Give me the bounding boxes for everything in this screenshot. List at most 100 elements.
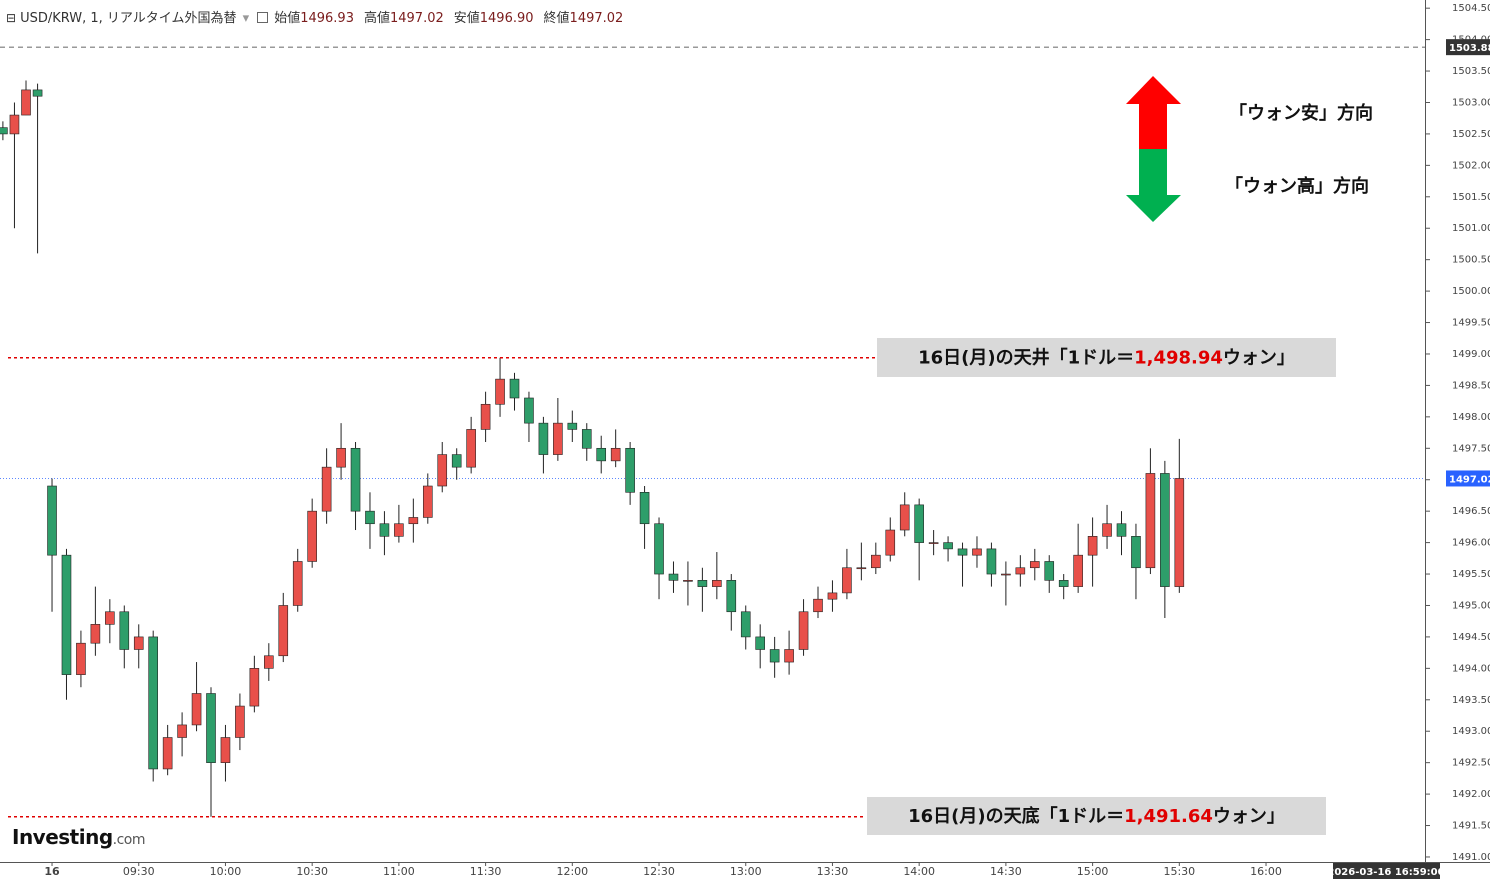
candle-body — [596, 447, 607, 462]
ohlc-label: 安値 — [453, 11, 480, 26]
candle-body — [1073, 554, 1083, 587]
ohlc-value: 1496.90 — [479, 11, 534, 26]
candle-body — [292, 561, 303, 606]
candle-body — [1131, 536, 1141, 569]
candle-body — [610, 447, 621, 462]
time-tag-label: 2026-03-16 16:59:00 — [1327, 867, 1444, 878]
candle-body — [842, 567, 852, 594]
candle-body — [509, 378, 520, 399]
candle-body — [1087, 536, 1098, 556]
candle-body — [899, 504, 910, 531]
candle-body — [625, 447, 635, 493]
candle-body — [524, 397, 534, 424]
candle-body — [1044, 561, 1055, 581]
candle-body — [1102, 523, 1112, 537]
arrow-down — [1126, 149, 1181, 222]
y-tick-label: 1495.00 — [1452, 600, 1490, 611]
y-tick-label: 1497.50 — [1452, 443, 1490, 454]
y-tick-label: 1493.50 — [1452, 695, 1490, 706]
annotation-prefix: 16日(月)の天井「1ドル＝ — [918, 347, 1134, 369]
y-tick-label: 1496.00 — [1452, 538, 1490, 549]
candle-body — [1058, 580, 1069, 587]
x-tick-label: 10:00 — [210, 865, 242, 878]
candle-body — [1174, 478, 1185, 587]
candle-body — [47, 485, 57, 556]
logo: Investing.com — [12, 825, 146, 849]
y-tick-label: 1501.00 — [1452, 223, 1490, 234]
x-tick-label: 12:00 — [556, 865, 588, 878]
y-tick-label: 1499.50 — [1452, 318, 1490, 329]
candle-body — [451, 454, 462, 468]
y-tick-label: 1496.50 — [1452, 506, 1490, 517]
annotation-prefix: 16日(月)の天底「1ドル＝ — [908, 805, 1124, 827]
ohlc-label: 始値 — [274, 11, 301, 26]
ohlc-label: 終値 — [543, 11, 570, 26]
candle-body — [538, 422, 549, 455]
candle-body — [683, 580, 693, 582]
ohlc-label: 高値 — [363, 11, 390, 26]
candle-body — [712, 580, 722, 587]
logo-main: Investing — [12, 825, 113, 849]
candle-body — [76, 642, 86, 675]
candle-body — [307, 510, 317, 562]
direction-label: 「ウォン安」方向 — [1229, 102, 1373, 124]
x-tick-label: 13:00 — [730, 865, 762, 878]
x-tick-label: 10:30 — [296, 865, 328, 878]
candle-body — [567, 422, 578, 430]
y-tick-label: 1502.00 — [1452, 160, 1490, 171]
chart-header: ⊟ USD/KRW, 1, リアルタイム外国為替 ▾ 始値1496.93 高値1497… — [6, 11, 624, 26]
price-tag — [1446, 39, 1490, 56]
annotation-box — [877, 338, 1336, 377]
y-tick-label: 1502.50 — [1452, 129, 1490, 140]
candle-body — [379, 523, 390, 537]
candle-body — [885, 529, 896, 556]
time-tag — [1333, 863, 1440, 879]
y-tick-label: 1494.50 — [1452, 632, 1490, 643]
candle-body — [1015, 567, 1026, 575]
candle-body — [350, 447, 361, 512]
candle-body — [21, 89, 31, 116]
y-tick-label: 1498.00 — [1452, 412, 1490, 423]
candle-body — [1029, 561, 1040, 569]
candle-body — [798, 611, 809, 650]
logo-suffix: .com — [112, 832, 146, 848]
candle-body — [61, 554, 72, 675]
candle-body — [668, 573, 679, 581]
candle-body — [148, 636, 158, 770]
candle-body — [480, 403, 491, 430]
x-tick-label: 16:00 — [1250, 865, 1282, 878]
annotation-box — [867, 797, 1326, 835]
candle-body — [856, 567, 867, 570]
candle-body — [871, 554, 881, 569]
x-tick-label: 11:30 — [470, 865, 502, 878]
y-tick-label: 1500.50 — [1452, 255, 1490, 266]
candle-body — [105, 611, 115, 625]
candle-body — [957, 548, 968, 556]
candle-body — [495, 378, 505, 405]
y-tick-label: 1499.00 — [1452, 349, 1490, 360]
candle-body — [943, 542, 953, 550]
x-tick-label: 12:30 — [643, 865, 675, 878]
candle-body — [726, 580, 737, 613]
candle-body — [32, 89, 43, 97]
candle-body — [90, 624, 101, 644]
y-tick-label: 1492.00 — [1452, 789, 1490, 800]
candle-body — [177, 724, 187, 738]
candle-body — [133, 636, 144, 650]
candle-body — [191, 693, 202, 726]
y-tick-label: 1493.00 — [1452, 726, 1490, 737]
y-tick-label: 1504.50 — [1452, 3, 1490, 14]
candle-body — [581, 429, 592, 449]
price-tag-label: 1497.02 — [1449, 474, 1490, 485]
annotation: 16日(月)の天井「1ドル＝1,498.94ウォン」 — [918, 347, 1295, 369]
y-tick-label: 1503.50 — [1452, 66, 1490, 77]
icon — [257, 12, 269, 23]
annotation-suffix: ウォン」 — [1223, 348, 1295, 369]
candle-body — [1145, 473, 1156, 569]
y-tick-label: 1503.00 — [1452, 97, 1490, 108]
x-tick-label: 13:30 — [817, 865, 849, 878]
candle-body — [827, 592, 838, 600]
candle-body — [336, 447, 346, 468]
